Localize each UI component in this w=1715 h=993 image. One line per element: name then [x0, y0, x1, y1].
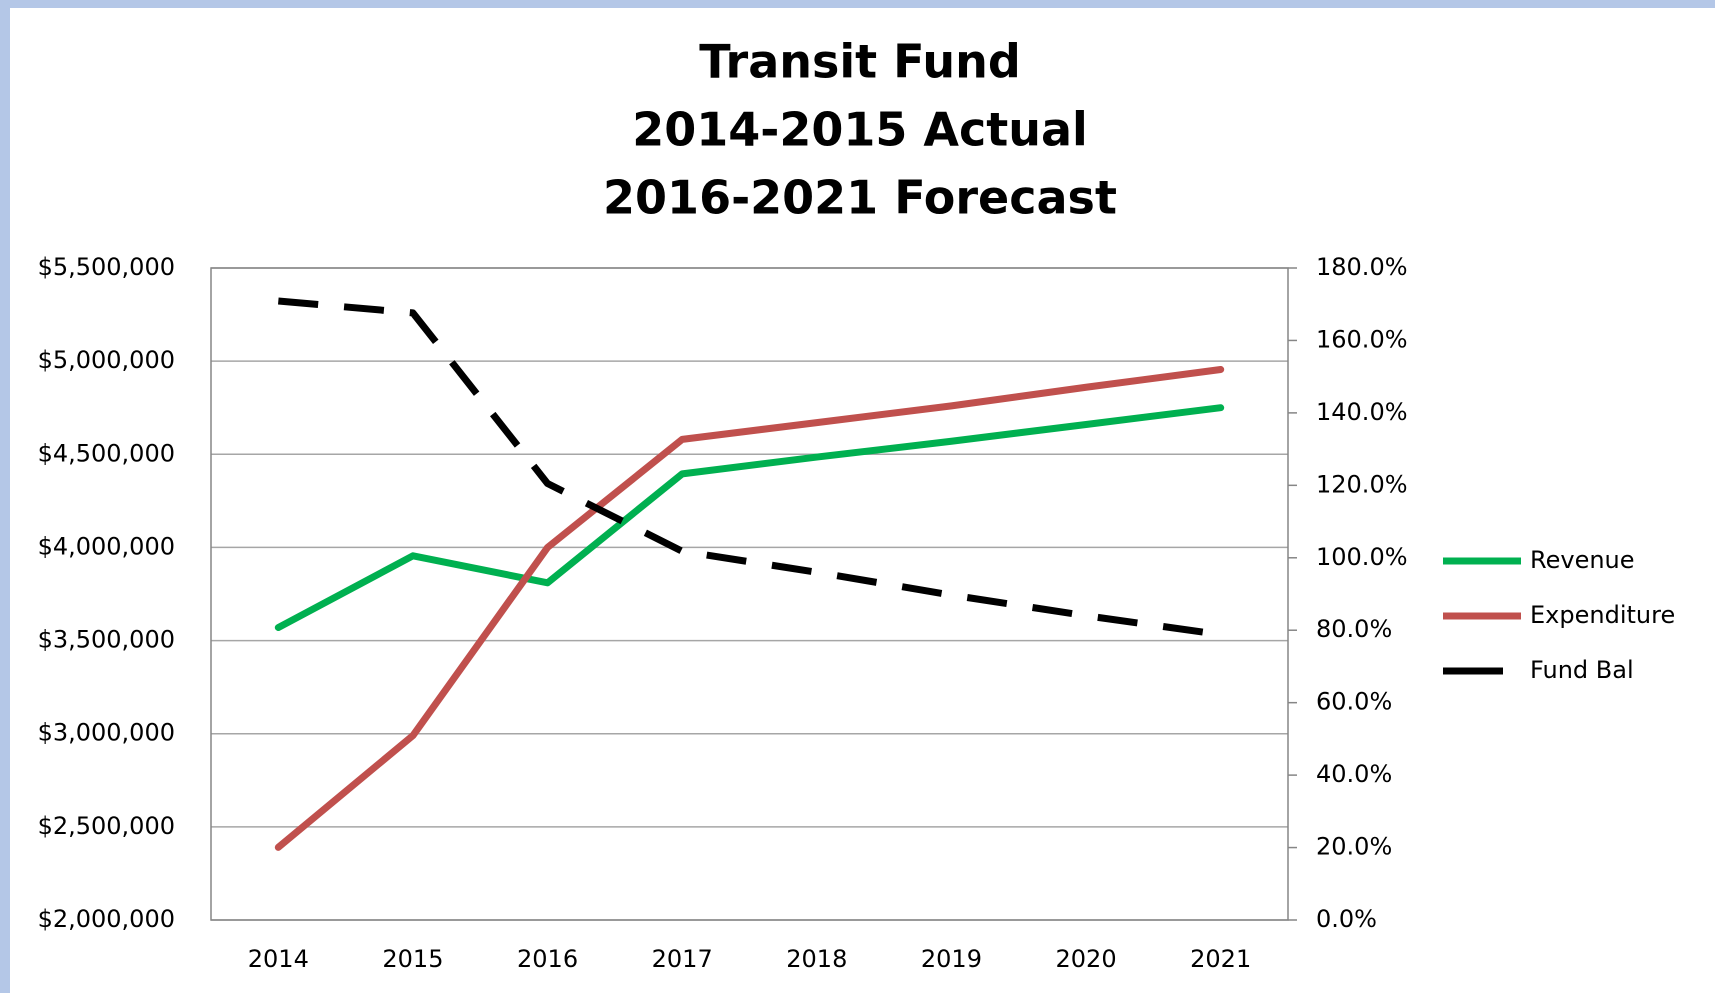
legend-label: Revenue [1530, 546, 1635, 574]
y-tick-label: $4,000,000 [38, 532, 175, 560]
y2-tick-label: 160.0% [1316, 325, 1408, 353]
x-tick-label: 2020 [1056, 945, 1117, 973]
x-tick-label: 2016 [517, 945, 578, 973]
y-tick-label: $5,000,000 [38, 346, 175, 374]
plot-border [210, 267, 1289, 921]
y2-tick-label: 60.0% [1316, 688, 1392, 716]
y2-tick-label: 20.0% [1316, 833, 1392, 861]
x-tick-label: 2018 [786, 945, 847, 973]
y-tick-label: $3,500,000 [38, 626, 175, 654]
series-line [278, 297, 1222, 639]
x-tick-label: 2017 [652, 945, 713, 973]
chart-title: Transit Fund [699, 35, 1021, 89]
y-tick-label: $2,500,000 [38, 812, 175, 840]
y2-tick-label: 80.0% [1316, 615, 1392, 643]
chart-title: 2016-2021 Forecast [603, 171, 1117, 225]
x-tick-label: 2019 [921, 945, 982, 973]
y2-tick-label: 0.0% [1316, 905, 1377, 933]
y2-tick-label: 120.0% [1316, 470, 1408, 498]
chart-title: 2014-2015 Actual [632, 103, 1088, 157]
y2-tick-label: 40.0% [1316, 760, 1392, 788]
series-line [274, 404, 1225, 632]
y2-tick-label: 180.0% [1316, 253, 1408, 281]
y2-tick-label: 140.0% [1316, 398, 1408, 426]
y-tick-label: $4,500,000 [38, 439, 175, 467]
chart-area [10, 8, 1715, 993]
series-line [274, 366, 1225, 851]
legend-label: Expenditure [1530, 601, 1675, 629]
x-tick-label: 2014 [248, 945, 309, 973]
x-tick-label: 2015 [382, 945, 443, 973]
x-tick-label: 2021 [1190, 945, 1251, 973]
y-tick-label: $2,000,000 [38, 905, 175, 933]
y-tick-label: $5,500,000 [38, 253, 175, 281]
legend-label: Fund Bal [1530, 656, 1634, 684]
y2-tick-label: 100.0% [1316, 543, 1408, 571]
y-tick-label: $3,000,000 [38, 719, 175, 747]
